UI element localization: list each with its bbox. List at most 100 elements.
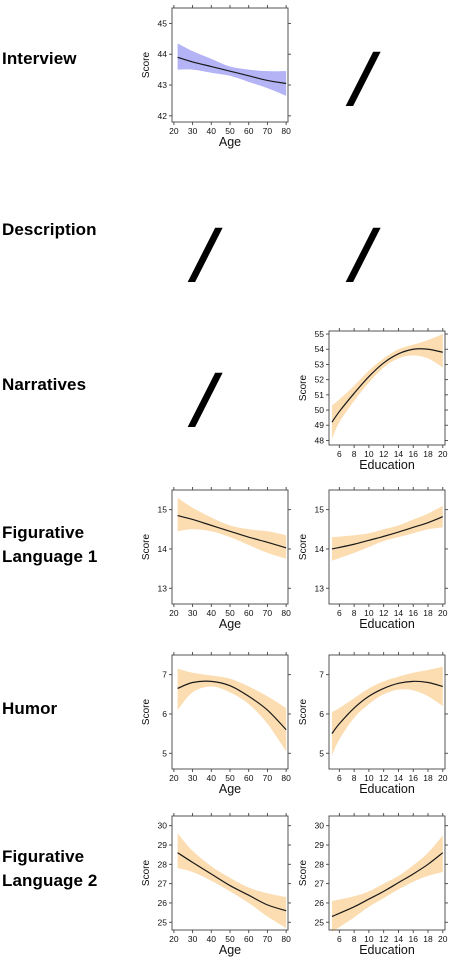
confidence-band [177,833,287,929]
x-tick-label: 18 [423,608,433,618]
x-tick-label: 14 [394,773,404,783]
not-applicable-slash: / [194,360,219,437]
y-tick-label: 52 [315,375,325,385]
x-tick-label: 60 [244,934,254,944]
x-tick-label: 20 [438,773,448,783]
x-tick-label: 10 [364,449,374,459]
y-tick-label: 13 [315,583,325,593]
y-tick-label: 29 [158,840,168,850]
x-tick-label: 12 [379,449,389,459]
y-tick-label: 50 [315,405,325,415]
y-tick-label: 45 [158,18,168,28]
x-tick-label: 70 [263,126,273,136]
x-tick-label: 12 [379,608,389,618]
confidence-band [331,334,443,439]
x-tick-label: 70 [263,773,273,783]
row-label-line: Language 2 [2,871,98,890]
x-tick-label: 80 [281,608,291,618]
x-tick-label: 60 [244,126,254,136]
x-tick-label: 50 [225,126,235,136]
fitted-line [331,516,444,550]
not-applicable-slash: / [194,215,219,292]
y-tick-label: 15 [158,505,168,515]
y-tick-label: 15 [315,505,325,515]
fitted-line [177,680,287,731]
x-tick-label: 10 [364,934,374,944]
chart-narratives-education: 6 8 10 12 14 16 18 20 48 49 50 51 52 53 54 55 Education S… [298,328,448,472]
x-tick-label: 50 [225,608,235,618]
chart-figurative-language-1-age: 20 30 40 50 60 70 80 13 14 15 Age Score [141,487,291,631]
confidence-band [331,666,443,756]
x-axis-label: Age [219,135,241,149]
y-tick-label: 29 [315,840,325,850]
x-tick-label: 20 [438,449,448,459]
row-label-line: Figurative [2,523,85,542]
y-axis-label: Score [141,699,152,726]
x-tick-label: 14 [394,608,404,618]
y-tick-label: 27 [315,879,325,889]
y-axis-label: Score [141,52,152,79]
x-tick-label: 30 [188,608,198,618]
y-axis-label: Score [298,375,309,402]
y-tick-label: 48 [315,435,325,445]
x-tick-label: 40 [207,934,217,944]
x-tick-label: 14 [394,449,404,459]
y-tick-label: 53 [315,359,325,369]
y-tick-label: 51 [315,390,325,400]
x-tick-label: 40 [207,126,217,136]
x-tick-label: 8 [352,608,357,618]
x-axis-label: Education [359,617,415,631]
x-tick-label: 20 [169,126,179,136]
x-tick-label: 30 [188,934,198,944]
not-applicable-slash: / [352,39,377,116]
plot-frame [328,489,446,605]
row-label-narratives: Narratives [2,373,86,397]
y-tick-label: 43 [158,80,168,90]
y-tick-label: 6 [162,709,167,719]
y-tick-label: 7 [319,670,324,680]
fitted-line [177,56,287,85]
x-tick-label: 20 [438,934,448,944]
x-tick-label: 60 [244,773,254,783]
x-tick-label: 6 [337,449,342,459]
x-tick-label: 80 [281,934,291,944]
x-tick-label: 6 [337,608,342,618]
x-tick-label: 30 [188,773,198,783]
x-tick-label: 70 [263,934,273,944]
y-tick-label: 30 [158,821,168,831]
y-tick-label: 14 [315,544,325,554]
row-label-line: Humor [2,699,58,718]
y-tick-label: 30 [315,821,325,831]
x-tick-label: 8 [352,773,357,783]
y-tick-label: 28 [158,859,168,869]
y-axis-label: Score [298,534,309,561]
x-tick-label: 18 [423,449,433,459]
plot-frame [328,330,446,446]
confidence-band [331,505,443,561]
row-label-line: Figurative [2,847,85,866]
y-tick-label: 25 [158,917,168,927]
x-axis-label: Education [359,782,415,796]
y-tick-label: 44 [158,49,168,59]
x-tick-label: 20 [169,934,179,944]
x-tick-label: 10 [364,608,374,618]
x-tick-label: 6 [337,934,342,944]
x-tick-label: 6 [337,773,342,783]
row-label-line: Narratives [2,375,87,394]
plot-frame [328,815,446,931]
x-tick-label: 16 [408,773,418,783]
confidence-band [177,497,287,559]
x-tick-label: 40 [207,608,217,618]
chart-humor-age: 20 30 40 50 60 70 80 5 6 7 Age Score [141,652,291,796]
x-tick-label: 18 [423,934,433,944]
confidence-band [177,43,287,96]
x-tick-label: 40 [207,773,217,783]
x-tick-label: 30 [188,126,198,136]
plot-frame [328,654,446,770]
row-label-interview: Interview [2,47,77,71]
x-tick-label: 60 [244,608,254,618]
x-tick-label: 8 [352,934,357,944]
x-tick-label: 20 [438,608,448,618]
x-axis-label: Age [219,782,241,796]
